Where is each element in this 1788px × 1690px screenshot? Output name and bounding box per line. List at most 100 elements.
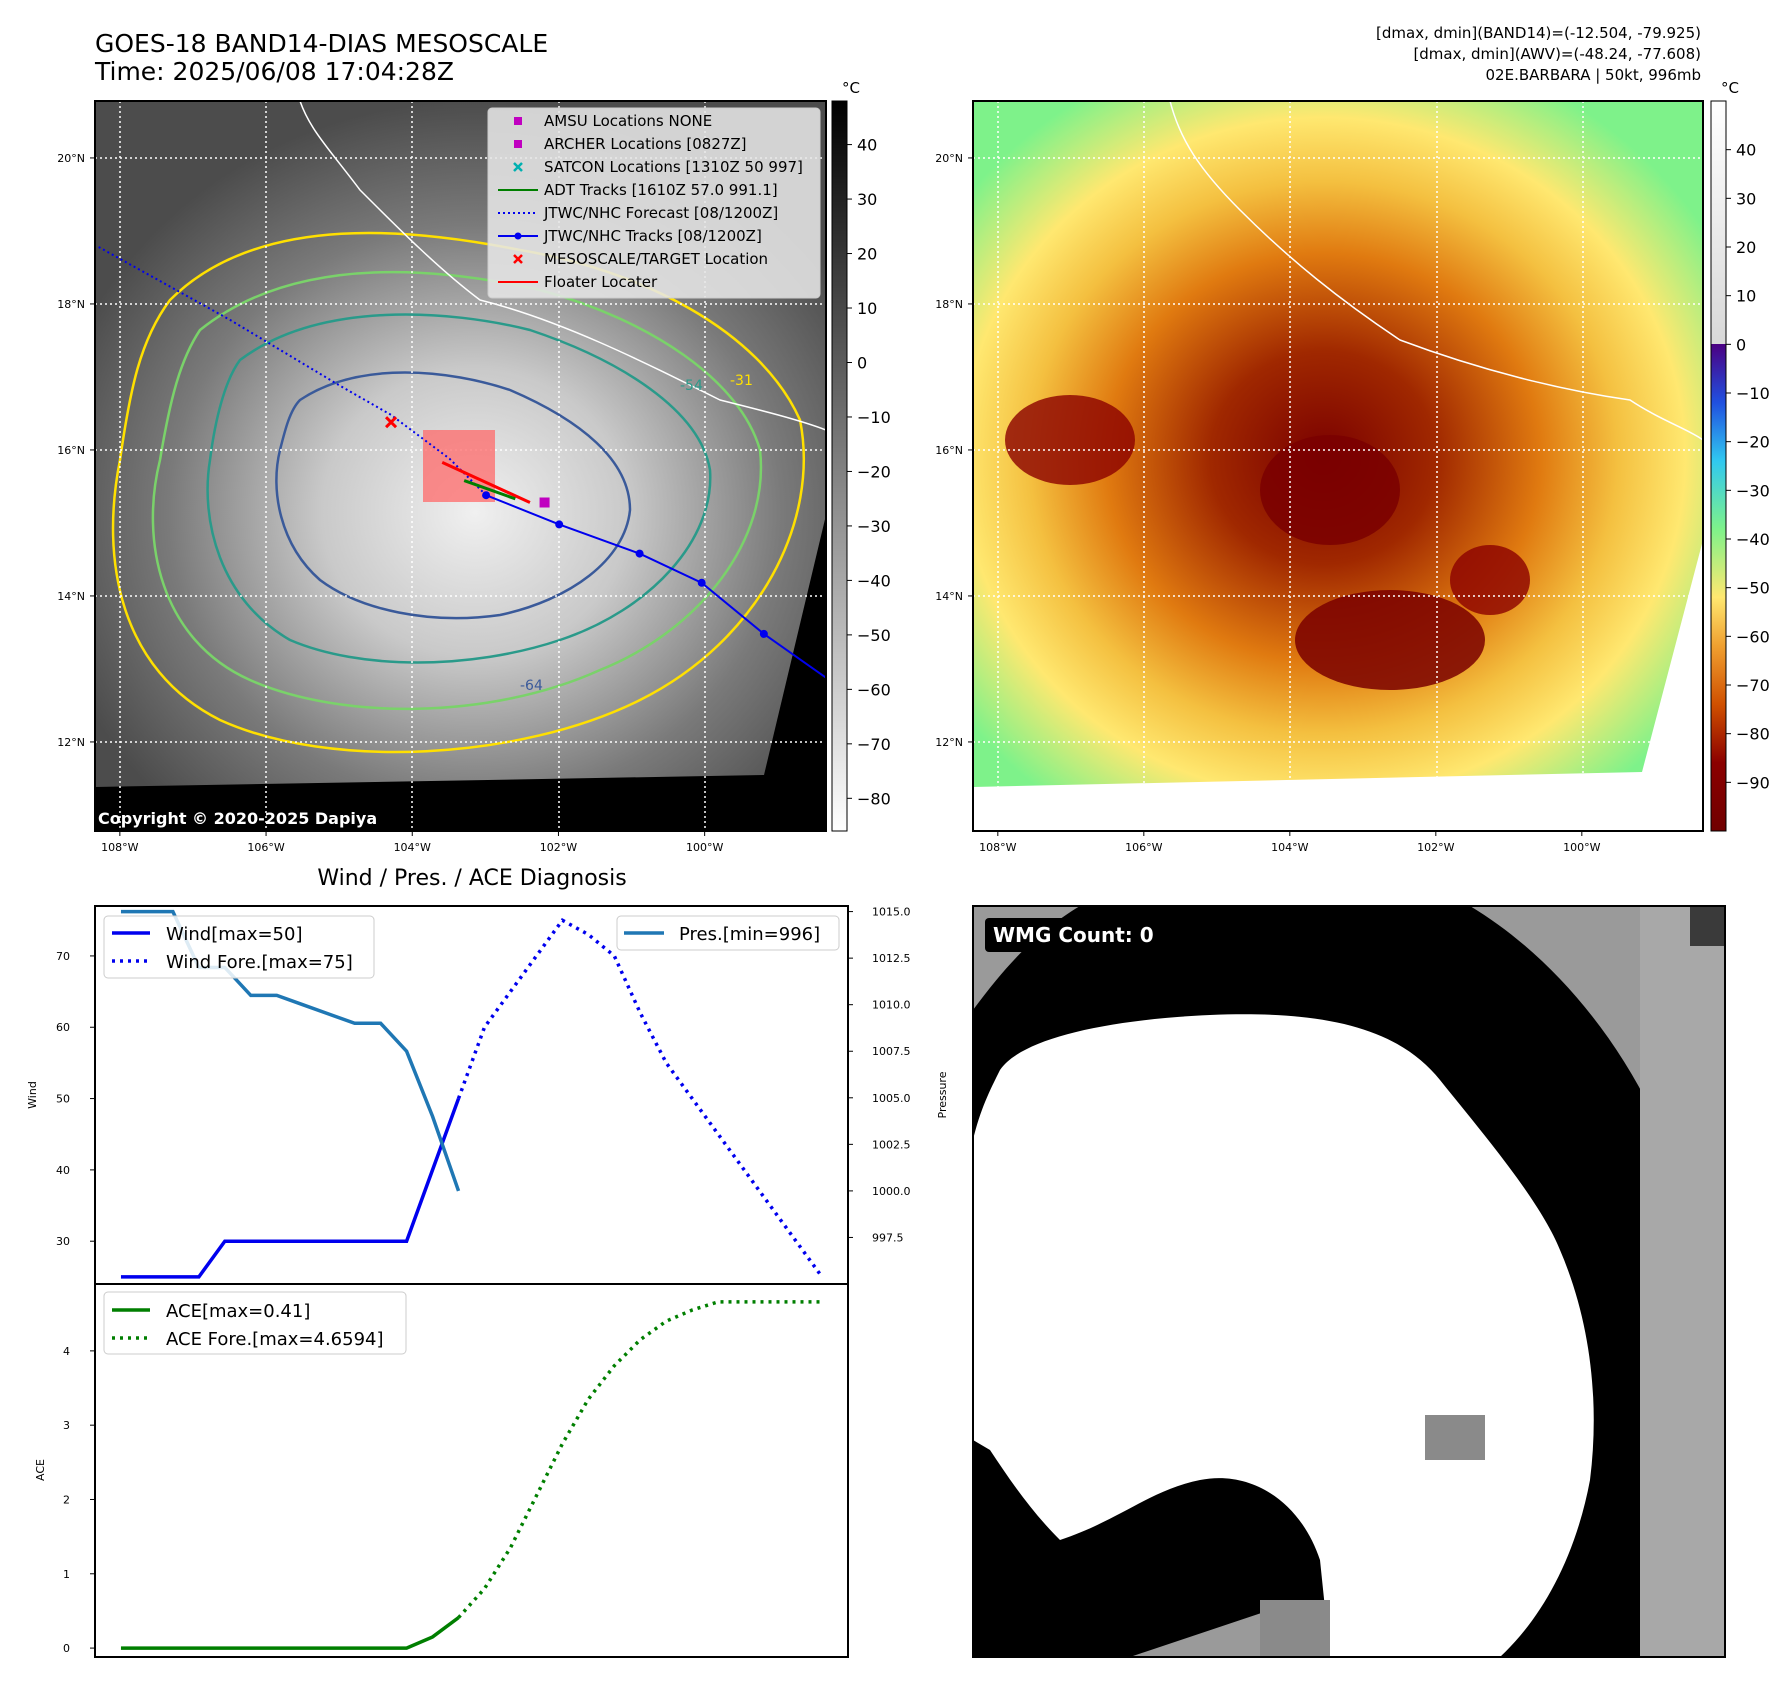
legend-entry-label: SATCON Locations [1310Z 50 997] xyxy=(544,158,803,176)
map-b-lon-tick-label: 104°W xyxy=(1271,841,1308,854)
info-storm: 02E.BARBARA | 50kt, 996mb xyxy=(1486,66,1701,84)
legend-entry-label: MESOSCALE/TARGET Location xyxy=(544,250,768,268)
core-d xyxy=(1450,545,1530,615)
ace-panel: 0 1 2 3 4 ACE ACE[max=0.41] ACE Fore.[max=4.… xyxy=(34,1283,849,1658)
colorbar-b-tick-label: −60 xyxy=(1736,627,1770,646)
map-b-lat-tick-label: 20°N xyxy=(935,152,963,165)
track-point xyxy=(697,578,706,587)
pressure-ytick-label: 1012.5 xyxy=(872,952,911,965)
info-awv: [dmax, dmin](AWV)=(-48.24, -77.608) xyxy=(1413,45,1701,63)
floater-locater xyxy=(441,460,531,504)
colorbar-b-tick-label: −50 xyxy=(1736,579,1770,598)
map-b-ticks: 108°W 106°W 104°W 102°W 100°W 20°N 18°N 16°N 14°… xyxy=(935,152,1600,854)
track-point xyxy=(635,549,644,558)
track-point xyxy=(555,520,564,529)
core-a xyxy=(1260,435,1400,545)
info-band14: [dmax, dmin](BAND14)=(-12.504, -79.925) xyxy=(1376,24,1701,42)
ace-ytick-label: 3 xyxy=(63,1419,70,1432)
colorbar-b-tick-label: −20 xyxy=(1736,433,1770,452)
ace-ytick-label: 2 xyxy=(63,1493,70,1506)
series-line-ace xyxy=(120,1616,460,1650)
legend-wind-label: Wind[max=50] xyxy=(166,924,303,945)
diagnosis-title: Wind / Pres. / ACE Diagnosis xyxy=(317,866,626,891)
map-b-lat-tick-label: 12°N xyxy=(935,736,963,749)
track-point xyxy=(759,629,768,638)
observed-track xyxy=(485,494,826,679)
pressure-ytick-label: 997.5 xyxy=(872,1231,904,1244)
colorbar-a xyxy=(831,100,848,832)
series-line-ace-forecast xyxy=(457,1300,823,1619)
map-b-lon-tick-label: 106°W xyxy=(1125,841,1162,854)
wind-ytick-label: 60 xyxy=(56,1021,70,1034)
wmg-white-region xyxy=(973,1014,1594,1657)
colorbar-a-tick-label: −50 xyxy=(857,626,891,645)
contour-label-31: -31 xyxy=(730,373,753,389)
legend-entry-label: Floater Locater xyxy=(544,273,658,291)
colorbar-b-frame xyxy=(1710,100,1727,832)
colorbar-b-unit: °C xyxy=(1721,79,1739,97)
contour-label-54: -54 xyxy=(680,378,703,394)
colorbar-a-tick-label: 20 xyxy=(857,245,877,264)
colorbar-b-tick-label: 20 xyxy=(1736,238,1756,257)
wind-ytick-label: 40 xyxy=(56,1164,70,1177)
track-layer xyxy=(98,246,826,679)
pressure-ytick-label: 1000.0 xyxy=(872,1185,911,1198)
colorbar-a-tick-label: −80 xyxy=(857,789,891,808)
map-a-lat-tick-label: 14°N xyxy=(57,590,85,603)
copyright: Copyright © 2020-2025 Dapiya xyxy=(98,809,377,828)
pressure-ytick-label: 1010.0 xyxy=(872,999,911,1012)
ace-ytick-label: 4 xyxy=(63,1345,70,1358)
wmg-frame xyxy=(972,905,1726,1658)
colorbar-a-unit: °C xyxy=(842,79,860,97)
colorbar-b-tick-label: −10 xyxy=(1736,384,1770,403)
wmg-edge-gray xyxy=(1640,906,1725,1657)
map-a-lon-tick-label: 102°W xyxy=(540,841,577,854)
legend-ace-fore-label: ACE Fore.[max=4.6594] xyxy=(166,1329,384,1350)
legend-square-icon xyxy=(514,117,522,125)
pressure-ytick-label: 1015.0 xyxy=(872,906,911,919)
coastline-b xyxy=(1169,101,1703,441)
colorbar-b-top xyxy=(1711,101,1726,344)
legend-pressure-label: Pres.[min=996] xyxy=(679,924,820,945)
series-line-wind xyxy=(120,1097,461,1279)
wind-legend: Wind[max=50] Wind Fore.[max=75] Pres.[mi… xyxy=(103,915,840,979)
ir-map-panel: -31 -54 -64 AMSU Locations NONE ARCHER Lo… xyxy=(57,79,891,854)
wind-ytick-label: 50 xyxy=(56,1093,70,1106)
ace-legend: ACE[max=0.41] ACE Fore.[max=4.6594] xyxy=(103,1291,407,1355)
legend-x-icon xyxy=(513,254,523,264)
map-a-lon-tick-label: 100°W xyxy=(686,841,723,854)
legend-box xyxy=(487,107,821,299)
wmg-panel: WMG Count: 0 xyxy=(972,905,1726,1658)
time-subtitle: Time: 2025/06/08 17:04:28Z xyxy=(94,57,454,86)
gridlines-b xyxy=(973,101,1703,831)
ace-series-layer xyxy=(120,1300,823,1650)
colorbar-a-tick-label: −30 xyxy=(857,517,891,536)
colorbar-b-tick-label: 30 xyxy=(1736,189,1756,208)
map-b-lat-tick-label: 16°N xyxy=(935,444,963,457)
map-a-lon-tick-label: 106°W xyxy=(247,841,284,854)
track-point xyxy=(482,491,491,500)
map-a-lon-tick-label: 108°W xyxy=(101,841,138,854)
legend-wind-fore-label: Wind Fore.[max=75] xyxy=(166,952,353,973)
ace-plot-frame xyxy=(94,1283,849,1658)
archer-marker xyxy=(539,497,550,508)
map-a-frame xyxy=(94,100,827,832)
map-a-lat-tick-label: 18°N xyxy=(57,298,85,311)
pressure-ylabel: Pressure xyxy=(936,1071,949,1118)
adt-track xyxy=(463,479,516,501)
colorbar-a-tick-label: −70 xyxy=(857,735,891,754)
colorbar-b-tick-label: 10 xyxy=(1736,287,1756,306)
colorbar-a-tick-label: −20 xyxy=(857,462,891,481)
colorbar-a-ticks: 40 30 20 10 0 −10 −20 −30 −40 −50 −60 −70 −80 xyxy=(847,136,891,808)
map-b-lon-tick-label: 108°W xyxy=(979,841,1016,854)
coastline-a xyxy=(299,101,826,431)
colorbar-b-ticks: 40 30 20 10 0 −10 −20 −30 −40 −50 −60 −70 −80 −90 xyxy=(1726,141,1770,792)
legend-square-icon xyxy=(514,140,522,148)
ace-ytick-label: 1 xyxy=(63,1568,70,1581)
pressure-ytick-label: 1002.5 xyxy=(872,1138,911,1151)
wind-ytick-label: 70 xyxy=(56,950,70,963)
colorbar-a-tick-label: 40 xyxy=(857,136,877,155)
colorbar-a-tick-label: 30 xyxy=(857,190,877,209)
legend-ace-label: ACE[max=0.41] xyxy=(166,1301,310,1322)
colorbar-b-tick-label: 40 xyxy=(1736,141,1756,160)
